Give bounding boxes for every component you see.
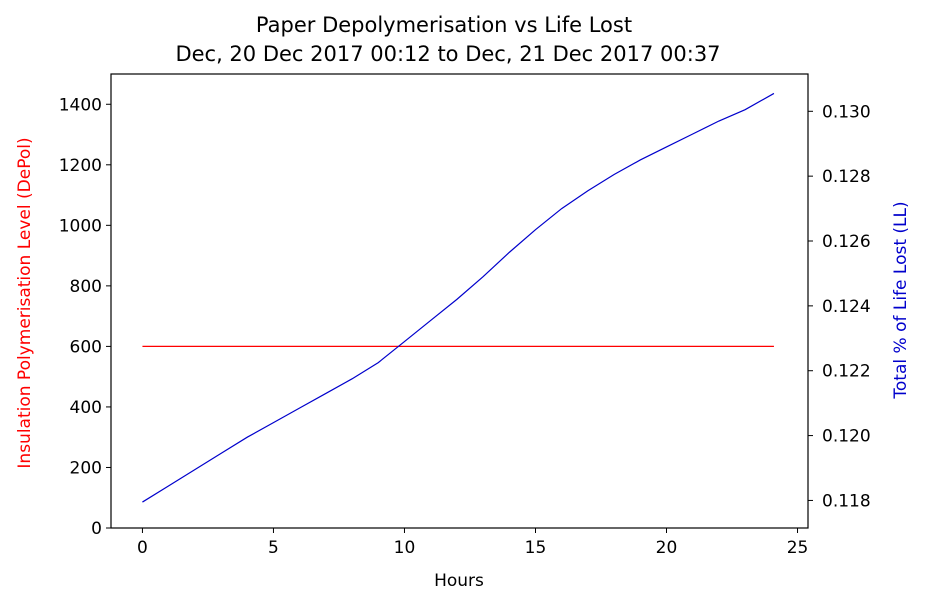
x-tick-label: 0 bbox=[137, 538, 148, 558]
y-right-tick-label: 0.118 bbox=[822, 491, 871, 511]
y-left-tick-label: 200 bbox=[70, 458, 102, 478]
x-axis-label: Hours bbox=[434, 571, 484, 591]
y-left-tick-label: 1400 bbox=[59, 95, 102, 115]
life-lost-line bbox=[142, 92, 775, 503]
y-axis-label-right: Total % of Life Lost (LL) bbox=[891, 201, 911, 399]
y-right-tick-label: 0.122 bbox=[822, 362, 871, 382]
y-right-tick-label: 0.126 bbox=[822, 232, 871, 252]
y-left-tick-label: 1200 bbox=[59, 156, 102, 176]
y-left-tick-label: 1000 bbox=[59, 216, 102, 236]
y-right-tick-label: 0.128 bbox=[822, 167, 871, 187]
chart-title: Paper Depolymerisation vs Life Lost bbox=[256, 13, 632, 37]
y-axis-label-left: Insulation Polymerisation Level (DePol) bbox=[15, 137, 35, 468]
y-left-tick-label: 400 bbox=[70, 398, 102, 418]
x-tick-label: 20 bbox=[656, 538, 678, 558]
y-left-tick-label: 600 bbox=[70, 337, 102, 357]
y-left-tick-label: 800 bbox=[70, 277, 102, 297]
x-tick-label: 25 bbox=[787, 538, 809, 558]
y-right-tick-label: 0.130 bbox=[822, 102, 871, 122]
x-tick-label: 10 bbox=[394, 538, 416, 558]
x-tick-label: 15 bbox=[525, 538, 547, 558]
chart-subtitle: Dec, 20 Dec 2017 00:12 to Dec, 21 Dec 20… bbox=[175, 42, 720, 66]
series-layer bbox=[142, 92, 775, 503]
y-right-tick-label: 0.124 bbox=[822, 297, 871, 317]
y-left-tick-label: 0 bbox=[91, 519, 102, 539]
plot-frame bbox=[110, 73, 809, 529]
y-right-tick-label: 0.120 bbox=[822, 427, 871, 447]
ticks-layer: 0 5 10 15 20 25 0 200 400 600 800 1000 1200 1400 0.118… bbox=[59, 95, 871, 558]
x-tick-label: 5 bbox=[268, 538, 279, 558]
